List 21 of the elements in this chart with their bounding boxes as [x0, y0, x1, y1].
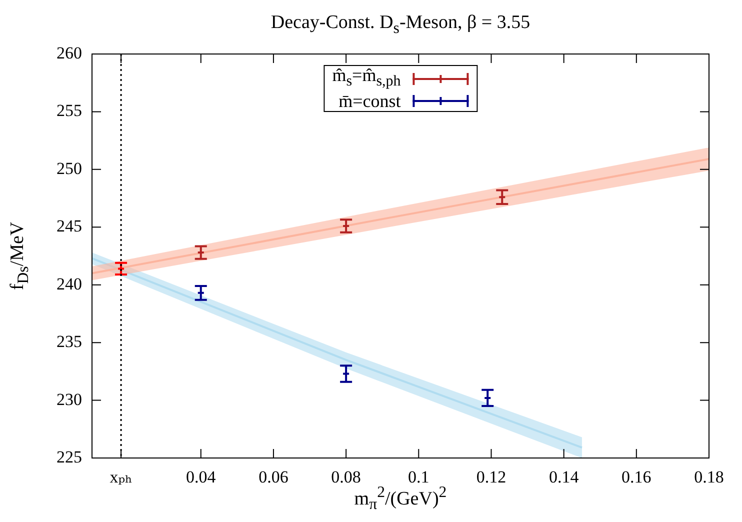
x-tick-label: xₚₕ: [110, 468, 132, 487]
y-tick-label: 250: [56, 158, 82, 178]
y-tick-label: 240: [56, 274, 82, 294]
x-tick-label: 0.06: [258, 468, 288, 487]
x-tick-label: 0.1: [408, 468, 430, 487]
y-tick-label: 260: [56, 43, 82, 62]
chart-title: Decay-Const. D$_{s}$-Meson, β = 3.55: [270, 12, 532, 38]
x-tick-label: 0.04: [186, 468, 216, 487]
x-tick-label: 0.18: [694, 468, 724, 487]
y-tick-label: 230: [56, 390, 82, 409]
x-axis-title: m$_{π}$$^{2}$/(GeV)$^{2}$: [354, 484, 447, 514]
x-tick-label: 0.12: [476, 468, 506, 487]
y-tick-label: 255: [56, 101, 82, 120]
y-tick-label: 225: [56, 447, 82, 466]
x-tick-label: 0.16: [622, 468, 652, 487]
y-tick-label: 245: [56, 216, 82, 236]
x-tick-label: 0.08: [331, 468, 361, 487]
legend-label: m̂$_{s}$=m̂$_{s,ph}$: [332, 65, 401, 92]
y-tick-label: 235: [56, 332, 82, 352]
x-tick-label: 0.14: [548, 468, 580, 487]
legend-label: m̄=const: [338, 90, 401, 111]
